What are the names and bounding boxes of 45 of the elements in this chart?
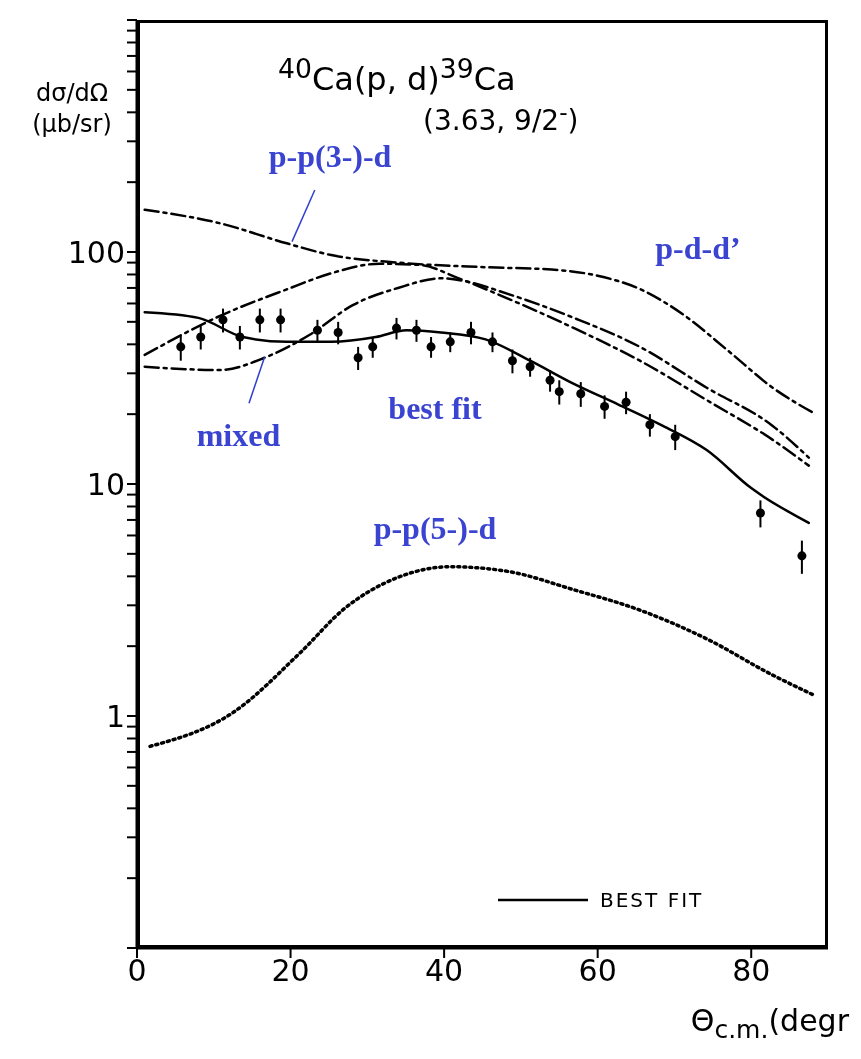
point: [276, 315, 286, 325]
legend-label: BEST FIT: [600, 888, 704, 912]
point: [621, 397, 631, 407]
x-tick-label: 80: [732, 953, 771, 989]
point: [353, 353, 363, 363]
point: [255, 315, 265, 325]
y-axis-title: dσ/dΩ (μb/sr): [32, 79, 112, 139]
point: [554, 387, 564, 397]
x-axis-title: Θ$_{c.m.}$(degr: [690, 1003, 849, 1044]
point: [196, 332, 206, 342]
point: [411, 325, 421, 335]
point: [487, 337, 497, 347]
text: (3.63, 9/2$^{-}$): [423, 98, 579, 138]
annotation: best fit: [388, 389, 482, 426]
point: [426, 342, 436, 352]
point: [525, 362, 535, 372]
point: [545, 375, 555, 385]
y-tick-label: 1: [105, 698, 125, 734]
x-tick-label: 0: [127, 953, 147, 989]
annotation: p-p(5-)-d: [373, 509, 497, 546]
point: [755, 508, 765, 518]
point: [333, 327, 343, 337]
y-tick-label: 100: [67, 234, 125, 270]
point: [600, 401, 610, 411]
x-tick-label: 20: [271, 953, 310, 989]
point: [797, 551, 807, 561]
point: [466, 327, 476, 337]
text: $^{40}$Ca(p, d)$^{39}$Ca: [278, 53, 516, 98]
annotation: mixed: [196, 416, 281, 453]
point: [368, 342, 378, 352]
x-tick-label: 60: [578, 953, 617, 989]
point: [235, 332, 245, 342]
point: [391, 323, 402, 333]
point: [445, 337, 455, 347]
annotation: p-p(3-)-d: [268, 137, 392, 174]
point: [670, 432, 680, 442]
point: [312, 325, 322, 335]
point: [507, 356, 517, 366]
point: [176, 342, 186, 352]
point: [576, 389, 586, 399]
annotation: p-d-d’: [655, 229, 741, 266]
point: [218, 315, 228, 325]
y-tick-label: 10: [86, 466, 125, 502]
x-tick-label: 40: [425, 953, 464, 989]
point: [645, 420, 655, 430]
